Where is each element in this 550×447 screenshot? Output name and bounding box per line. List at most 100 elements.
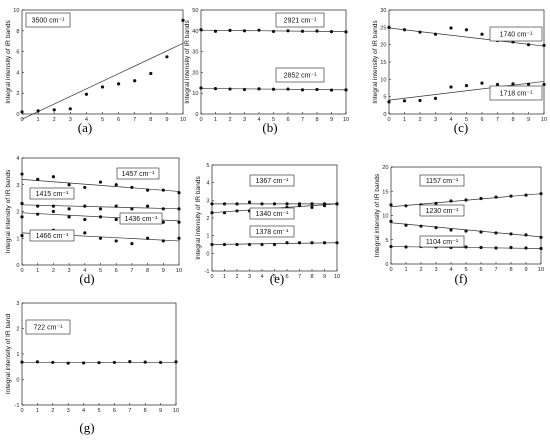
x-tick-label: 9 xyxy=(527,117,530,123)
x-tick-label: 2 xyxy=(418,117,421,123)
trend-line xyxy=(388,81,545,101)
y-axis-label: Integral intensity of IR bands xyxy=(372,20,379,104)
y-tick-label: 2 xyxy=(16,210,19,216)
x-tick-label: 10 xyxy=(343,117,349,123)
x-tick-label: 8 xyxy=(310,274,313,280)
data-point xyxy=(480,32,484,36)
x-tick-label: 4 xyxy=(449,267,452,273)
data-point xyxy=(199,86,203,90)
annotation-box xyxy=(275,12,325,28)
x-tick-label: 7 xyxy=(301,117,304,123)
data-point xyxy=(389,244,393,249)
series-3 xyxy=(210,241,339,247)
y-tick-label: 5 xyxy=(206,163,209,169)
data-point xyxy=(260,242,264,247)
data-point xyxy=(511,82,515,86)
data-point xyxy=(404,223,408,227)
y-tick-label: 3 xyxy=(16,183,19,189)
data-point xyxy=(117,82,121,86)
data-point xyxy=(247,200,252,204)
data-point xyxy=(404,204,408,208)
data-point xyxy=(329,88,334,92)
x-tick-label: 10 xyxy=(541,117,547,123)
y-axis-label: Integral intensity of IR bands xyxy=(5,169,12,253)
data-point xyxy=(51,204,56,208)
y-tick-label: 3 xyxy=(16,301,19,307)
data-point xyxy=(130,207,134,211)
data-point xyxy=(161,239,165,243)
series-2 xyxy=(389,219,543,239)
data-point xyxy=(509,232,513,236)
x-tick-label: 3 xyxy=(434,267,437,273)
data-point xyxy=(524,246,528,250)
data-point xyxy=(479,196,483,201)
panel-caption: (f) xyxy=(455,271,468,286)
annotation-box xyxy=(29,229,75,242)
series-2 xyxy=(387,81,546,104)
x-tick-label: 9 xyxy=(524,267,527,273)
data-point xyxy=(213,29,218,33)
y-tick-label: 20 xyxy=(192,70,198,76)
x-tick-label: 0 xyxy=(20,408,23,414)
data-point xyxy=(114,183,118,187)
x-tick-label: 1 xyxy=(403,117,406,123)
x-tick-label: 7 xyxy=(128,408,131,414)
data-point xyxy=(315,29,319,33)
x-tick-label: 3 xyxy=(68,268,71,274)
data-point xyxy=(228,87,232,91)
data-point xyxy=(322,241,327,245)
data-point xyxy=(494,195,498,199)
data-point xyxy=(260,202,264,206)
x-tick-label: 2 xyxy=(53,117,56,123)
annotation-box xyxy=(419,235,465,248)
x-tick-label: 2 xyxy=(419,267,422,273)
data-point xyxy=(479,245,483,250)
annotation-box xyxy=(275,67,325,83)
data-point xyxy=(526,82,531,86)
data-point xyxy=(387,100,391,104)
y-tick-label: -1 xyxy=(205,269,210,275)
series-1 xyxy=(199,28,348,34)
data-point xyxy=(286,87,290,91)
data-point xyxy=(344,88,348,92)
data-point xyxy=(449,228,453,232)
x-tick-label: 8 xyxy=(149,117,152,123)
series-1 xyxy=(387,25,546,47)
annotation-label: 1457 cm⁻¹ xyxy=(122,171,156,178)
data-point xyxy=(344,30,348,34)
y-tick-label: 2 xyxy=(206,216,209,222)
x-tick-label: 7 xyxy=(496,117,499,123)
x-tick-label: 10 xyxy=(176,268,182,274)
data-point xyxy=(387,25,391,29)
data-point xyxy=(464,83,469,88)
y-tick-label: 25 xyxy=(380,25,386,31)
data-point xyxy=(20,360,24,364)
x-tick-label: 5 xyxy=(464,267,467,273)
data-point xyxy=(112,360,116,365)
data-point xyxy=(539,192,543,196)
y-tick-label: 1 xyxy=(16,236,19,242)
data-point xyxy=(128,360,132,364)
data-point xyxy=(524,193,528,197)
data-point xyxy=(271,87,276,91)
data-point xyxy=(335,241,339,245)
x-tick-label: 1 xyxy=(36,408,39,414)
x-tick-label: 4 xyxy=(85,117,88,123)
data-point xyxy=(68,107,72,111)
data-point xyxy=(509,194,513,198)
x-tick-label: 1 xyxy=(223,274,226,280)
annotation-label: 1230 cm⁻¹ xyxy=(426,208,460,215)
data-point xyxy=(20,233,24,238)
x-tick-label: 7 xyxy=(130,268,133,274)
data-point xyxy=(177,191,181,195)
x-tick-label: 5 xyxy=(272,117,275,123)
x-tick-label: 6 xyxy=(285,274,288,280)
data-point xyxy=(402,28,407,32)
data-point xyxy=(210,202,214,206)
data-point xyxy=(310,202,314,206)
